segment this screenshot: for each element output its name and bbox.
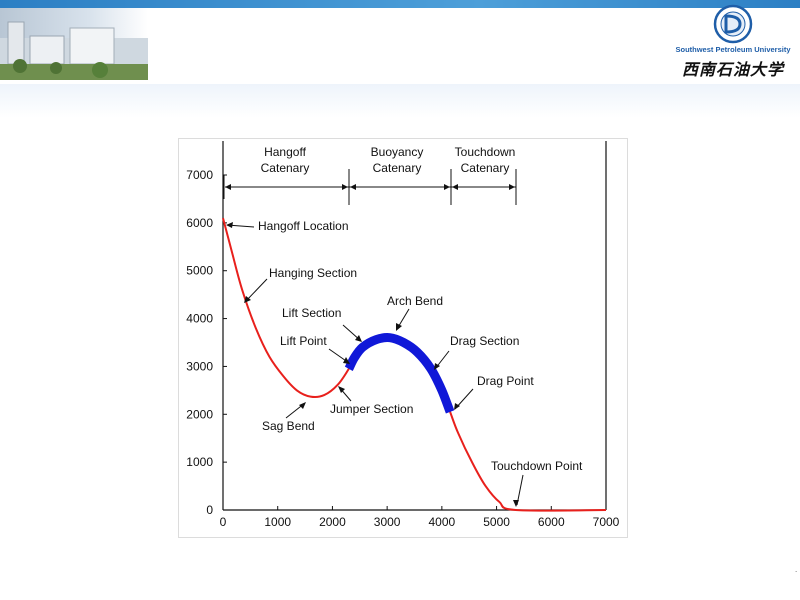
title-band xyxy=(0,84,800,118)
axes xyxy=(222,141,607,511)
label-drag-point: Drag Point xyxy=(477,374,534,388)
slide-header: Southwest Petroleum University 西南石油大学 xyxy=(0,0,800,82)
x-tick-label: 3000 xyxy=(374,515,401,529)
zone-hangoff-sub: Catenary xyxy=(261,161,310,175)
label-touchdown-point: Touchdown Point xyxy=(491,459,583,473)
zone-bracket: Hangoff Catenary Buoyancy Catenary Touch… xyxy=(223,145,517,205)
label-hanging-section: Hanging Section xyxy=(269,266,357,280)
riser-diagram-frame: 0 1000 2000 3000 4000 5000 6000 7000 0 1000 2000 3… xyxy=(178,138,628,538)
arrowhead-touchdown-point xyxy=(513,500,519,507)
x-tick-label: 1000 xyxy=(264,515,291,529)
annotations: Hangoff Location Hanging Section Arch Be… xyxy=(226,219,583,507)
label-drag-section: Drag Section xyxy=(450,334,519,348)
label-arch-bend: Arch Bend xyxy=(387,294,443,308)
arrowhead-hangoff-location xyxy=(226,222,233,228)
arrowhead-drag-point xyxy=(454,403,460,410)
slide-corner-mark: . xyxy=(795,565,798,574)
y-tick-label: 0 xyxy=(206,503,213,517)
arrowhead-jumper-section xyxy=(338,386,345,393)
y-tick-label: 7000 xyxy=(186,168,213,182)
x-tick-label: 6000 xyxy=(538,515,565,529)
label-jumper-section: Jumper Section xyxy=(330,402,413,416)
label-sag-bend: Sag Bend xyxy=(262,419,315,433)
arrowhead-hanging-section xyxy=(244,296,251,303)
x-tick-label: 5000 xyxy=(483,515,510,529)
zone-touchdown-sub: Catenary xyxy=(461,161,510,175)
arrowhead-lift-section xyxy=(355,335,362,342)
zone-buoyancy-name: Buoyancy xyxy=(371,145,424,159)
x-tick-label: 2000 xyxy=(319,515,346,529)
buoyancy-section-curve xyxy=(344,333,455,414)
y-tick-label: 6000 xyxy=(186,216,213,230)
arrowhead-arch-bend xyxy=(396,323,402,331)
riser-configuration-chart: 0 1000 2000 3000 4000 5000 6000 7000 0 1000 2000 3… xyxy=(186,141,620,529)
label-lift-point: Lift Point xyxy=(280,334,327,348)
campus-photo xyxy=(0,8,148,80)
arrowhead-sag-bend xyxy=(299,402,306,409)
y-tick-label: 3000 xyxy=(186,359,213,373)
zone-arrowhead xyxy=(225,184,515,190)
y-tick-label: 2000 xyxy=(186,407,213,421)
y-ticks: 0 1000 2000 3000 4000 5000 6000 7000 xyxy=(186,168,227,517)
arrowhead-drag-section xyxy=(434,363,440,370)
x-tick-label: 4000 xyxy=(429,515,456,529)
zone-buoyancy-sub: Catenary xyxy=(373,161,422,175)
university-name-cn: 西南石油大学 xyxy=(681,60,784,79)
x-tick-label: 0 xyxy=(220,515,227,529)
zone-hangoff-name: Hangoff xyxy=(264,145,306,159)
y-tick-label: 5000 xyxy=(186,264,213,278)
label-hangoff-location: Hangoff Location xyxy=(258,219,349,233)
university-name-en: Southwest Petroleum University xyxy=(675,45,791,54)
zone-touchdown-name: Touchdown xyxy=(455,145,516,159)
label-lift-section: Lift Section xyxy=(282,306,341,320)
university-logo xyxy=(668,4,798,80)
x-tick-label: 7000 xyxy=(593,515,620,529)
y-tick-label: 4000 xyxy=(186,312,213,326)
x-ticks: 0 1000 2000 3000 4000 5000 6000 7000 xyxy=(220,506,620,529)
header-top-strip xyxy=(0,0,800,8)
y-tick-label: 1000 xyxy=(186,455,213,469)
arrowhead-lift-point xyxy=(343,357,350,364)
